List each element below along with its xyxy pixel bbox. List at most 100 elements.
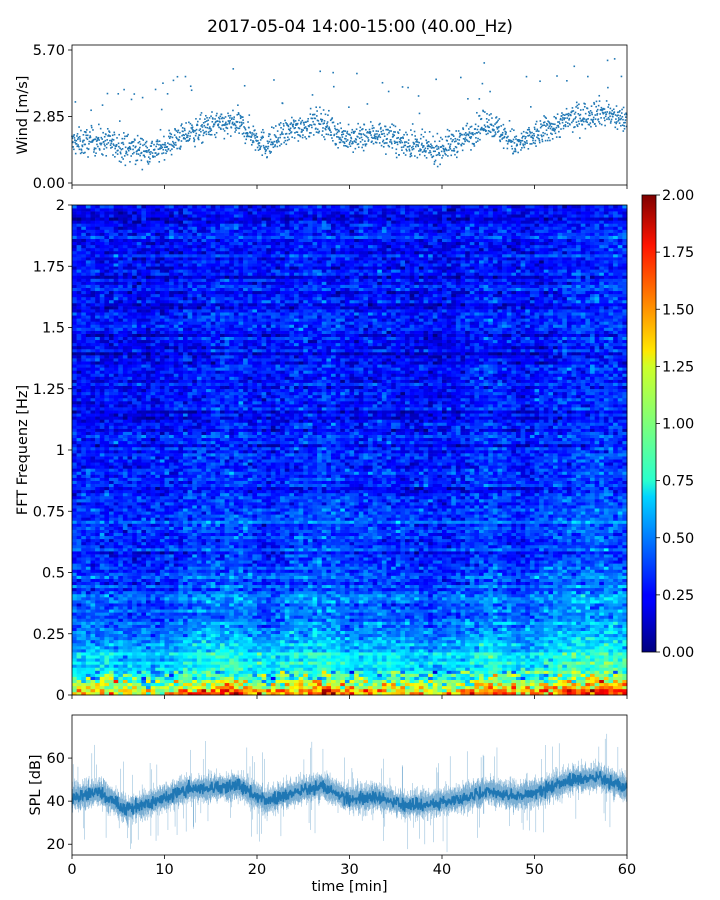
spectrogram-cell (234, 661, 239, 664)
spectrogram-cell (562, 655, 567, 658)
spectrogram-cell (340, 628, 345, 631)
spectrogram-cell (340, 667, 345, 670)
wind-point (375, 136, 377, 138)
spectrogram-cell (354, 655, 359, 658)
spectrogram-cell (206, 667, 211, 670)
wind-point (343, 145, 345, 147)
spectrogram-cell (363, 655, 368, 658)
spectrogram-cell (160, 618, 165, 621)
spectrogram-cell (437, 683, 442, 686)
spectrogram-cell (484, 683, 489, 686)
spectrogram-cell (604, 631, 609, 634)
spectrogram-cell (72, 643, 77, 646)
wind-point (220, 128, 222, 130)
spectrogram-cell (548, 640, 553, 643)
wind-point (532, 138, 534, 140)
wind-point (266, 156, 268, 158)
spectrogram-cell (382, 664, 387, 667)
wind-point (543, 135, 545, 137)
spectrogram-cell (382, 689, 387, 692)
spectrogram-cell (451, 652, 456, 655)
spectrogram-cell (91, 649, 96, 652)
spectrogram-cell (488, 680, 493, 683)
spectrogram-cell (229, 637, 234, 640)
wind-point (331, 134, 333, 136)
spectrogram-cell (350, 622, 355, 625)
spectrogram-cell (336, 664, 341, 667)
spectrogram-cell (576, 683, 581, 686)
spectrogram-cell (507, 643, 512, 646)
spectrogram-cell (303, 631, 308, 634)
spectrogram-cell (160, 683, 165, 686)
wind-point (388, 91, 390, 93)
wind-point (143, 155, 145, 157)
spectrogram-cell (414, 631, 419, 634)
wind-point (91, 125, 93, 127)
spectrogram-cell (525, 671, 530, 674)
spectrogram-cell (414, 618, 419, 621)
spectrogram-cell (303, 658, 308, 661)
spectrogram-cell (243, 671, 248, 674)
spectrogram-cell (428, 649, 433, 652)
spectrogram-cell (169, 618, 174, 621)
wind-point (405, 145, 407, 147)
spectrogram-cell (345, 667, 350, 670)
spectrogram-cell (252, 674, 257, 677)
spectrogram-cell (128, 643, 133, 646)
spectrogram-cell (229, 622, 234, 625)
spectrogram-cell (368, 646, 373, 649)
wind-point (355, 142, 357, 144)
spectrogram-cell (178, 652, 183, 655)
wind-point (337, 131, 339, 133)
spectrogram-cell (585, 658, 590, 661)
wind-point (430, 154, 432, 156)
spectrogram-cell (414, 686, 419, 689)
wind-point (251, 136, 253, 138)
spectrogram-cell (433, 634, 438, 637)
spectrogram-cell (206, 622, 211, 625)
spectrogram-cell (100, 683, 105, 686)
wind-point (214, 124, 216, 126)
spectrogram-cell (548, 671, 553, 674)
wind-point (386, 138, 388, 140)
wind-point (451, 150, 453, 152)
spectrogram-cell (322, 618, 327, 621)
wind-point (314, 114, 316, 116)
y-tick-label: 2.85 (33, 110, 65, 126)
spectrogram-cell (285, 683, 290, 686)
spectrogram-cell (174, 680, 179, 683)
spectrogram-cell (609, 646, 614, 649)
spectrogram-cell (414, 628, 419, 631)
spectrogram-cell (132, 631, 137, 634)
spectrogram-cell (396, 622, 401, 625)
wind-point (439, 154, 441, 156)
spectrogram-cell (465, 625, 470, 628)
spectrogram-cell (248, 631, 253, 634)
spectrogram-cell (498, 674, 503, 677)
spectrogram-cell (585, 628, 590, 631)
wind-point (206, 117, 208, 119)
spectrogram-cell (451, 677, 456, 680)
wind-point (273, 141, 275, 143)
spectrogram-cell (484, 640, 489, 643)
spectrogram-cell (114, 622, 119, 625)
spectrogram-cell (183, 664, 188, 667)
spectrogram-cell (104, 680, 109, 683)
wind-point (340, 141, 342, 143)
spectrogram-cell (202, 618, 207, 621)
spectrogram-cell (461, 622, 466, 625)
spectrogram-cell (553, 655, 558, 658)
wind-point (456, 147, 458, 149)
spectrogram-cell (317, 643, 322, 646)
spectrogram-cell (354, 677, 359, 680)
spectrogram-cell (326, 615, 331, 618)
wind-point (371, 141, 373, 143)
spectrogram-cell (95, 661, 100, 664)
spectrogram-cell (525, 643, 530, 646)
spectrogram-cell (72, 622, 77, 625)
spectrogram-cell (410, 671, 415, 674)
spectrogram-cell (160, 652, 165, 655)
spectrogram-cell (442, 661, 447, 664)
spectrogram-cell (132, 667, 137, 670)
spectrogram-cell (428, 634, 433, 637)
